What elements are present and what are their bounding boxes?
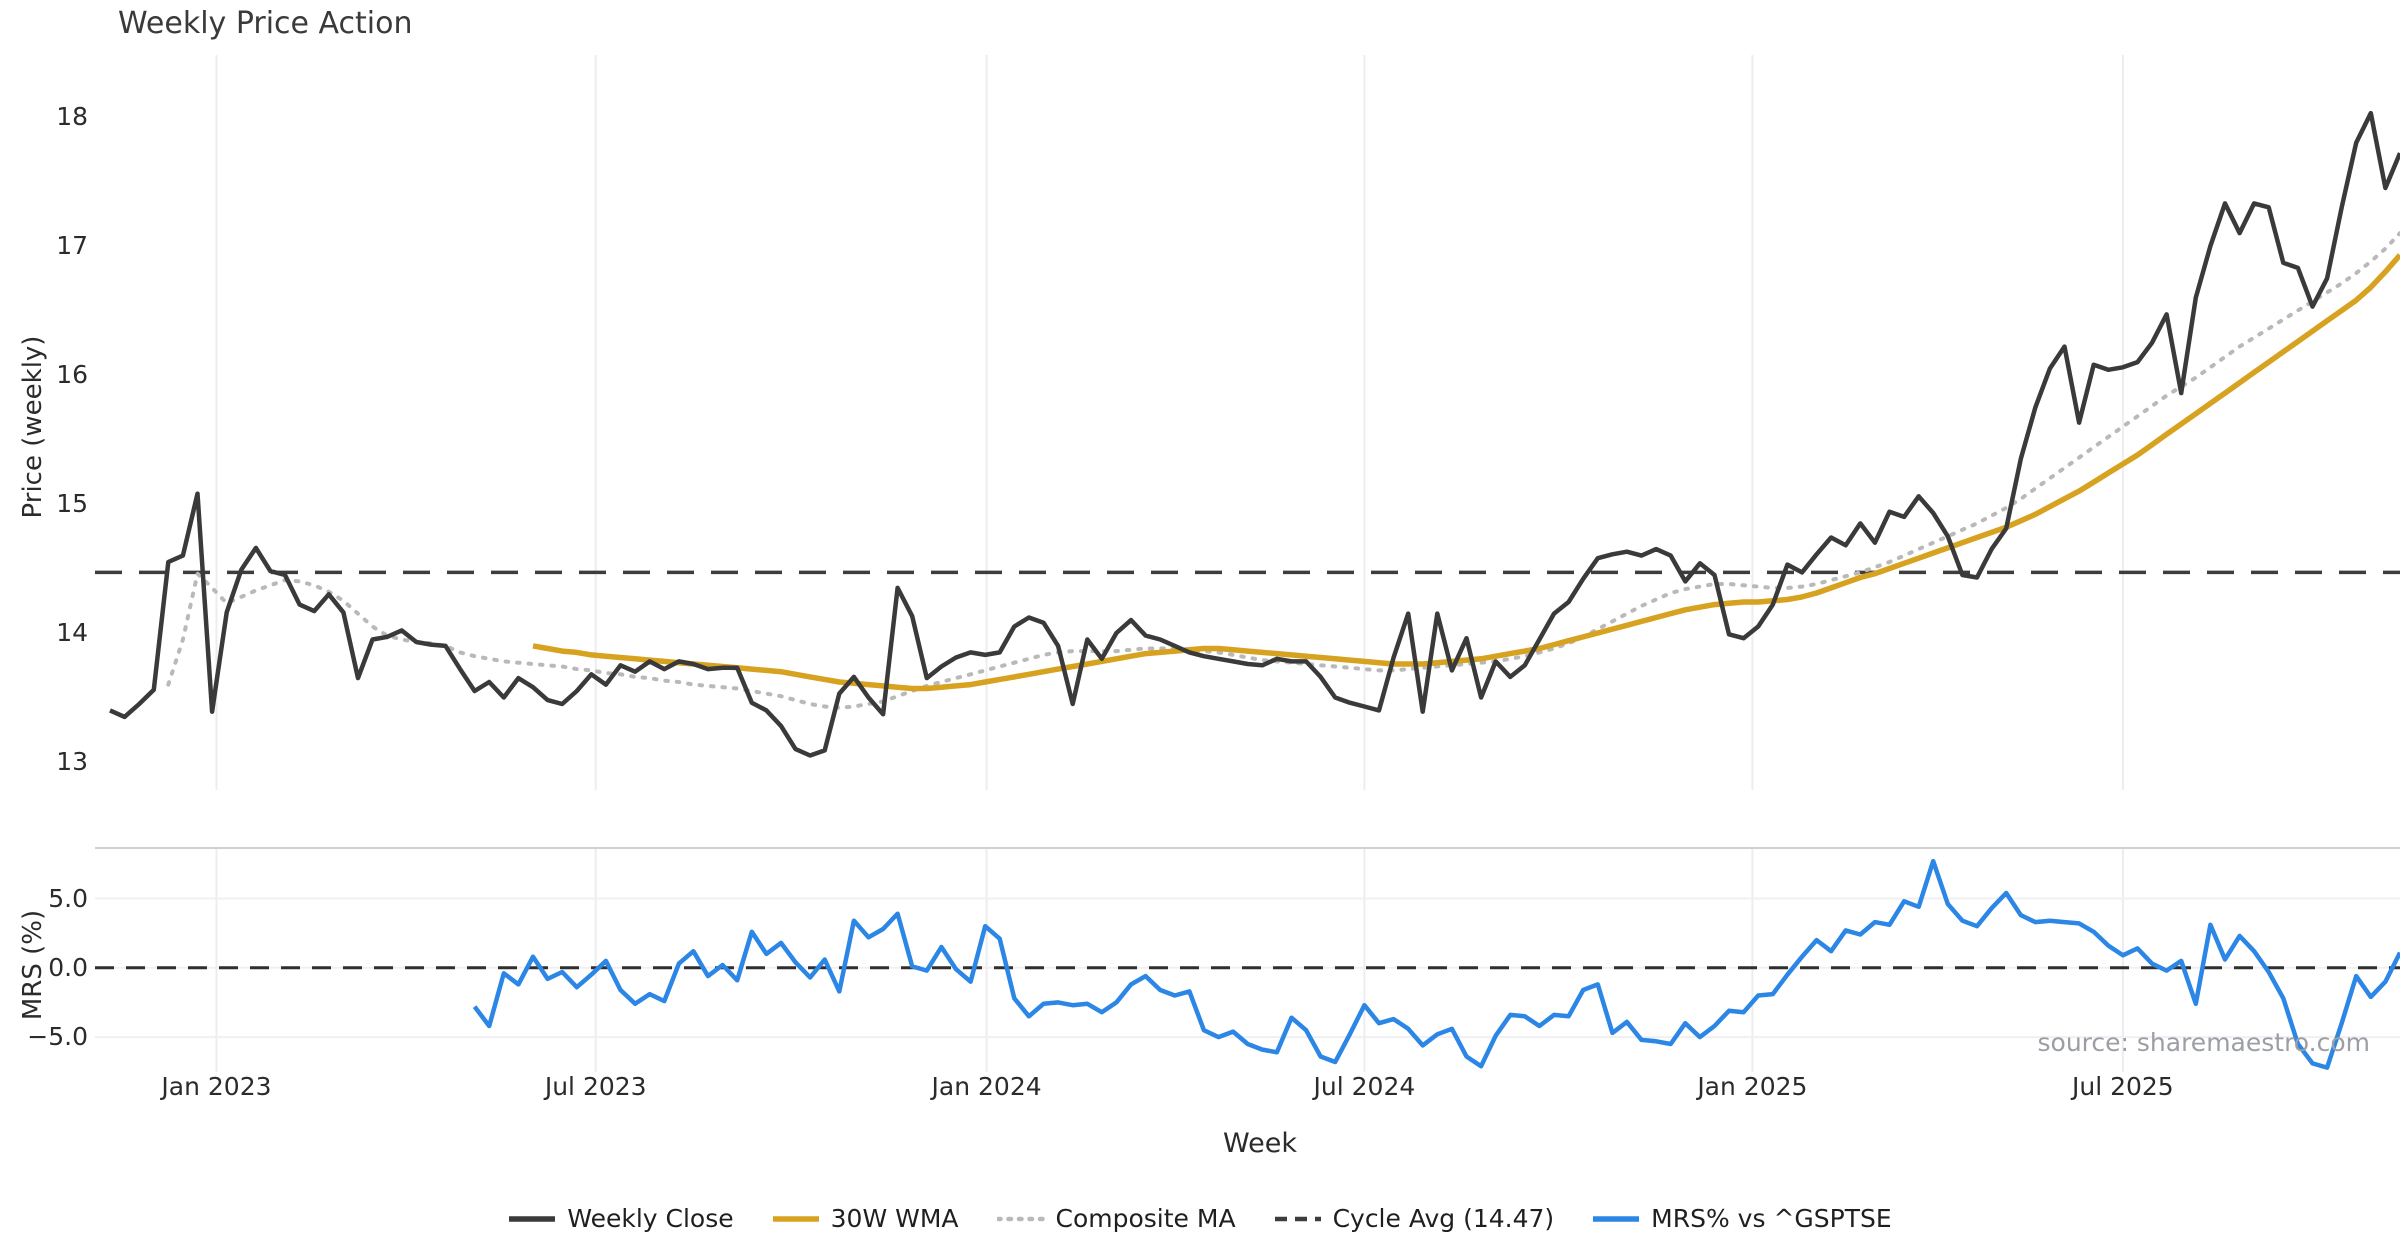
price-y-tick: 18: [56, 102, 88, 131]
price-y-tick: 14: [56, 618, 88, 647]
chart-title: Weekly Price Action: [118, 6, 413, 41]
mrs-y-tick: 5.0: [48, 883, 88, 913]
price-y-tick: 16: [56, 360, 88, 389]
legend-swatch-cycle-icon: [1274, 1216, 1321, 1221]
legend-label: Weekly Close: [567, 1204, 734, 1233]
mrs-y-tick: 0.0: [48, 952, 88, 982]
legend-label: 30W WMA: [830, 1204, 959, 1233]
price-y-tick: 15: [56, 489, 88, 518]
composite-ma-line: [166, 231, 2400, 710]
legend-item: MRS% vs ^GSPTSE: [1592, 1204, 1892, 1233]
30w-wma-line: [532, 253, 2400, 692]
source-note: source: sharemaestro.com: [2037, 1028, 2371, 1057]
price-y-tick: 13: [56, 747, 88, 776]
chart-legend: Weekly Close 30W WMA Composite MA Cycle Avg…: [0, 1204, 2400, 1233]
legend-label: Cycle Avg (14.47): [1332, 1204, 1555, 1233]
x-tick: Jul 2023: [544, 1072, 647, 1101]
legend-swatch-close-icon: [509, 1215, 556, 1222]
legend-swatch-composite-icon: [996, 1216, 1045, 1221]
data-lines: [95, 110, 2400, 1070]
x-tick: Jul 2024: [1313, 1072, 1416, 1101]
x-tick: Jan 2025: [1697, 1072, 1808, 1101]
legend-swatch-mrs-icon: [1593, 1215, 1640, 1222]
legend-swatch-wma-icon: [772, 1215, 819, 1222]
x-tick: Jan 2023: [161, 1072, 272, 1101]
x-tick: Jan 2024: [931, 1072, 1042, 1101]
legend-item: Composite MA: [996, 1204, 1236, 1233]
weekly-close-line: [109, 110, 2400, 758]
legend-label: MRS% vs ^GSPTSE: [1651, 1204, 1892, 1233]
legend-item: Weekly Close: [508, 1204, 734, 1233]
mrs-y-tick: −5.0: [27, 1022, 88, 1052]
legend-item: Cycle Avg (14.47): [1274, 1204, 1555, 1233]
price-y-tick: 17: [56, 231, 88, 260]
mrs-vs-gsptse-line: [472, 858, 2400, 1070]
x-tick: Jul 2025: [2071, 1072, 2174, 1101]
legend-item: 30W WMA: [772, 1204, 959, 1233]
x-axis-title: Week: [1223, 1128, 1297, 1159]
legend-label: Composite MA: [1055, 1204, 1236, 1233]
